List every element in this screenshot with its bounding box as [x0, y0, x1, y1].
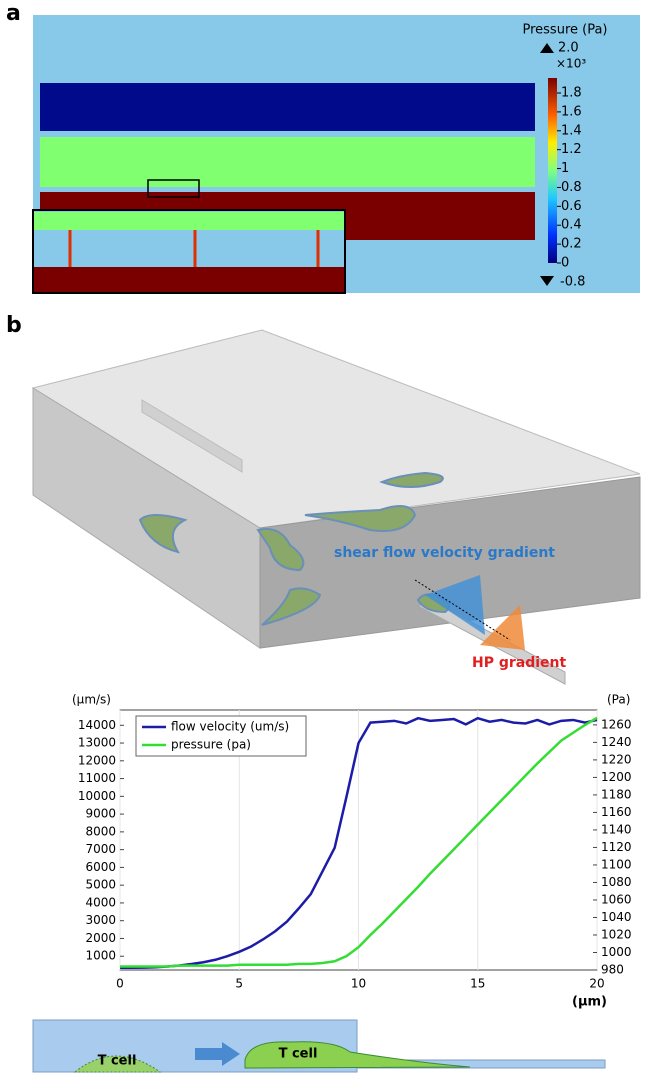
colorbar-tick-label: 0 — [561, 256, 569, 271]
y-unit: (µm/s) — [72, 693, 111, 707]
y-tick-label: 12000 — [78, 753, 116, 767]
y-tick-label: 11000 — [78, 771, 116, 785]
x-tick-label: 20 — [589, 977, 604, 991]
y-tick-label: 14000 — [78, 718, 116, 732]
colorbar-tick-label: 1.2 — [561, 142, 582, 157]
y-tick-label: 2000 — [85, 931, 116, 945]
colorbar-tick-label: 0.4 — [561, 218, 582, 233]
y-tick-label: 5000 — [85, 878, 116, 892]
colorbar-max: 2.0 — [558, 41, 579, 56]
y2-tick-label: 1100 — [601, 857, 632, 871]
panel-label: b — [6, 313, 22, 338]
y-tick-label: 7000 — [85, 842, 116, 856]
y-tick-label: 10000 — [78, 789, 116, 803]
y2-tick-label: 1200 — [601, 770, 632, 784]
y2-tick-label: 1000 — [601, 945, 632, 959]
schematic — [32, 1019, 606, 1073]
y2-tick-label: 1240 — [601, 735, 632, 749]
y2-tick-label: 1140 — [601, 822, 632, 836]
y-tick-label: 6000 — [85, 860, 116, 874]
channel-3d — [31, 329, 641, 685]
legend-box — [135, 715, 307, 757]
y2-tick-label: 1120 — [601, 840, 632, 854]
max-marker — [540, 43, 554, 53]
y2-unit: (Pa) — [607, 693, 630, 707]
cell-label: T cell — [279, 1047, 318, 1062]
y2-tick-label: 1260 — [601, 717, 632, 731]
panel-label: a — [6, 1, 21, 26]
x-label: (µm) — [572, 995, 607, 1010]
y-tick-label: 9000 — [85, 807, 116, 821]
colorbar-title: Pressure (Pa) — [522, 23, 607, 38]
y2-tick-label: 1220 — [601, 752, 632, 766]
y2-tick-label: 1040 — [601, 910, 632, 924]
y2-tick-label: 1020 — [601, 927, 632, 941]
y-tick-label: 13000 — [78, 736, 116, 750]
y-tick-label: 4000 — [85, 895, 116, 909]
annotation: HP gradient — [472, 655, 567, 671]
legend-label: flow velocity (um/s) — [171, 720, 289, 734]
colorbar-tick-label: 0.8 — [561, 180, 582, 195]
annotation: shear flow velocity gradient — [334, 545, 555, 561]
min-marker — [540, 276, 554, 286]
y2-tick-label: 980 — [601, 963, 624, 977]
zoom-box — [147, 179, 200, 198]
line-chart: 0 5 10 15 20 1000 2000 3000 4000 5000 6000 7000 8000… — [72, 693, 632, 1010]
series-line — [120, 716, 598, 970]
x-tick-label: 5 — [235, 977, 243, 991]
colorbar-tick-label: 1.4 — [561, 123, 582, 138]
channel-top — [40, 83, 535, 131]
series-line — [120, 716, 598, 968]
colorbar-min: -0.8 — [560, 275, 585, 290]
y2-tick-label: 1180 — [601, 787, 632, 801]
y-tick-label: 3000 — [85, 913, 116, 927]
y-tick-label: 8000 — [85, 824, 116, 838]
channel-middle — [40, 137, 535, 187]
x-tick-label: 15 — [470, 977, 485, 991]
colorbar-tick-label: 1 — [561, 161, 569, 176]
cell-label: T cell — [98, 1054, 137, 1069]
colorbar-tick-label: 0.6 — [561, 199, 582, 214]
y2-tick-label: 1160 — [601, 805, 632, 819]
colorbar-multiplier: ×10³ — [556, 57, 586, 71]
colorbar-tick-label: 1.8 — [561, 86, 582, 101]
colorbar-tick-label: 1.6 — [561, 104, 582, 119]
colorbar — [548, 78, 557, 263]
x-tick-label: 10 — [351, 977, 366, 991]
inset — [32, 209, 346, 294]
colorbar-tick-label: 0.2 — [561, 237, 582, 252]
legend-label: pressure (pa) — [171, 738, 251, 752]
y2-tick-label: 1080 — [601, 875, 632, 889]
y2-tick-label: 1060 — [601, 892, 632, 906]
y-tick-label: 1000 — [85, 949, 116, 963]
x-tick-label: 0 — [116, 977, 124, 991]
